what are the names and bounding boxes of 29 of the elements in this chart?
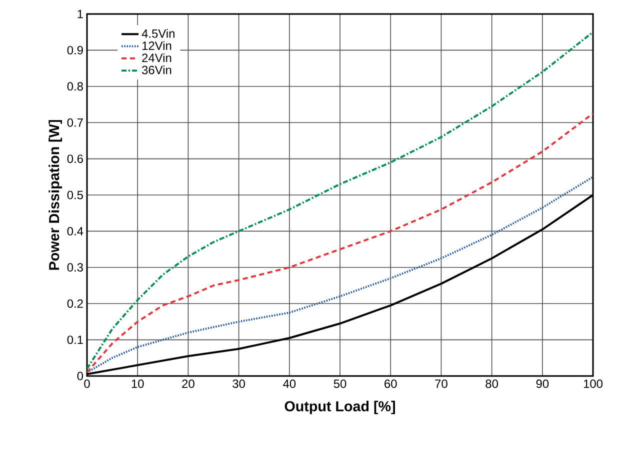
y-tick-label: 0.6 <box>67 154 83 164</box>
x-tick-label: 100 <box>584 380 603 388</box>
x-tick-label: 40 <box>283 380 296 388</box>
line-series <box>87 31 594 370</box>
x-tick-label: 0 <box>84 380 90 388</box>
y-tick-label: 0.4 <box>67 226 84 236</box>
y-tick-label: 0.9 <box>67 46 83 54</box>
x-tick-label: 80 <box>486 380 498 388</box>
x-tick-label: 90 <box>536 380 549 388</box>
y-axis-title: Power Dissipation [W] <box>48 120 62 270</box>
y-tick-label: 0.7 <box>67 118 83 127</box>
x-tick-label: 60 <box>384 380 397 388</box>
y-tick-label: 0.1 <box>67 336 83 344</box>
y-tick-label: 0.8 <box>67 82 83 91</box>
y-tick-label: 0.5 <box>67 190 83 200</box>
x-tick-label: 70 <box>435 380 448 388</box>
legend-label: 12Vin <box>142 41 172 50</box>
y-tick-label: 0 <box>77 372 84 380</box>
legend-label: 36Vin <box>142 65 172 74</box>
x-tick-label: 30 <box>232 380 245 388</box>
y-tick-label: 1 <box>78 10 83 18</box>
x-tick-label: 20 <box>182 380 194 388</box>
legend-label: 24Vin <box>142 53 172 62</box>
legend-label: 4.5Vin <box>142 29 174 38</box>
x-tick-label: 50 <box>334 380 346 388</box>
y-tick-label: 0.3 <box>67 263 83 272</box>
x-tick-label: 10 <box>132 380 144 388</box>
y-tick-label: 0.2 <box>67 299 83 308</box>
x-axis-title: Output Load [%] <box>284 400 395 414</box>
